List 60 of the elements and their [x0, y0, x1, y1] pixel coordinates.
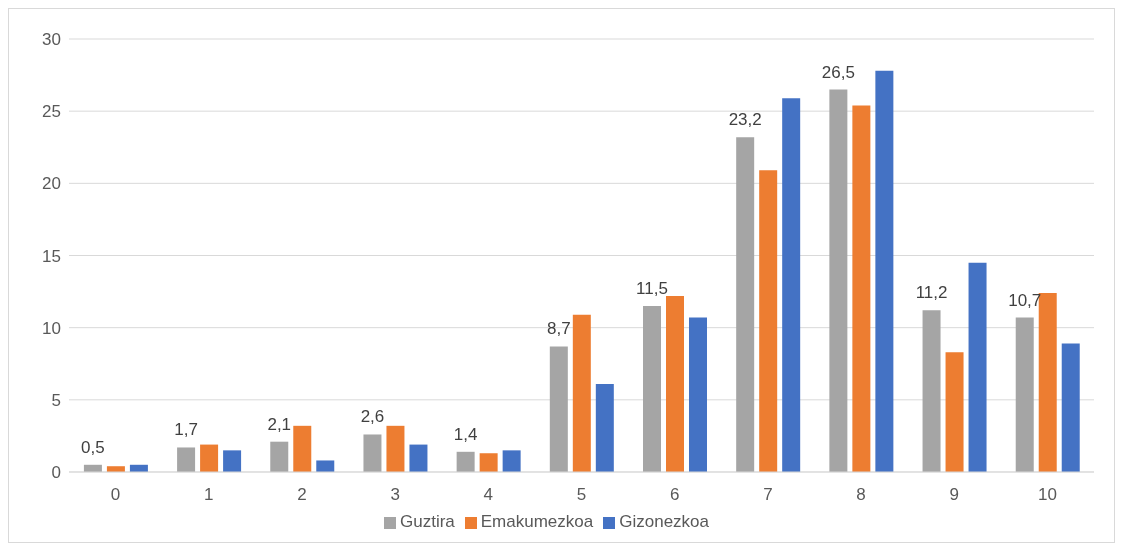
bar — [782, 98, 801, 472]
bar — [666, 295, 684, 472]
bar — [316, 460, 335, 472]
data-label: 2,1 — [267, 414, 292, 434]
bar — [502, 450, 521, 472]
x-tick-label: 10 — [1037, 485, 1057, 505]
x-tick-label: 3 — [390, 485, 400, 505]
x-tick-label: 6 — [669, 485, 680, 505]
data-label: 11,5 — [636, 279, 668, 299]
bar — [1015, 317, 1034, 472]
x-tick-label: 5 — [576, 485, 587, 505]
bar — [177, 447, 196, 472]
y-tick-label: 10 — [42, 318, 61, 338]
y-tick-label: 20 — [42, 174, 61, 194]
bar — [759, 170, 778, 472]
data-label: 0,5 — [81, 437, 105, 457]
data-label: 1,7 — [174, 420, 198, 440]
x-tick-label: 1 — [204, 485, 214, 505]
bar — [875, 70, 894, 472]
x-tick-label: 9 — [949, 485, 959, 505]
x-tick-label: 8 — [856, 485, 866, 505]
bar — [363, 434, 382, 472]
bar — [689, 317, 707, 472]
x-tick-label: 2 — [297, 485, 307, 505]
bar — [922, 310, 941, 472]
y-tick-label: 0 — [51, 463, 61, 483]
legend-label: Gizonezkoa — [619, 512, 709, 531]
y-tick-label: 5 — [51, 390, 61, 410]
bar — [829, 89, 848, 472]
data-label: 26,5 — [821, 62, 855, 82]
y-tick-label: 25 — [42, 102, 61, 122]
bar — [456, 451, 475, 472]
bar — [549, 346, 568, 472]
x-tick-label: 4 — [483, 485, 494, 505]
bar — [386, 425, 405, 472]
legend-label: Emakumezkoa — [480, 512, 594, 531]
data-label: 23,2 — [728, 110, 762, 130]
bar — [643, 306, 661, 472]
y-tick-label: 15 — [42, 246, 61, 266]
data-label: 8,7 — [547, 319, 571, 339]
bar — [968, 262, 987, 472]
bar — [293, 425, 312, 472]
bar — [200, 444, 219, 472]
bar — [479, 453, 498, 472]
bar — [223, 450, 242, 472]
data-label: 2,6 — [360, 407, 385, 427]
bar — [852, 105, 871, 472]
bar — [572, 314, 591, 472]
data-label: 1,4 — [453, 424, 478, 444]
data-label: 11,2 — [915, 283, 948, 303]
x-tick-label: 0 — [110, 485, 121, 505]
bar — [595, 383, 614, 472]
bar — [1061, 343, 1080, 472]
bar — [409, 444, 428, 472]
y-tick-label: 30 — [42, 30, 61, 50]
bar — [736, 137, 755, 472]
bar — [270, 441, 289, 472]
bar — [945, 352, 964, 472]
legend-label: Guztira — [399, 512, 455, 531]
x-tick-label: 7 — [763, 485, 773, 505]
